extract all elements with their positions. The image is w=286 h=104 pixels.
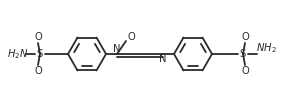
Text: O: O <box>241 32 249 42</box>
Text: O: O <box>34 32 42 42</box>
Text: O: O <box>127 32 135 42</box>
Text: N: N <box>113 44 121 54</box>
Text: O: O <box>34 66 42 76</box>
Text: O: O <box>241 66 249 76</box>
Text: S: S <box>240 49 246 59</box>
Text: N: N <box>159 54 167 64</box>
Text: $H_2N$: $H_2N$ <box>7 47 29 61</box>
Text: S: S <box>37 49 43 59</box>
Text: $NH_2$: $NH_2$ <box>256 41 276 55</box>
